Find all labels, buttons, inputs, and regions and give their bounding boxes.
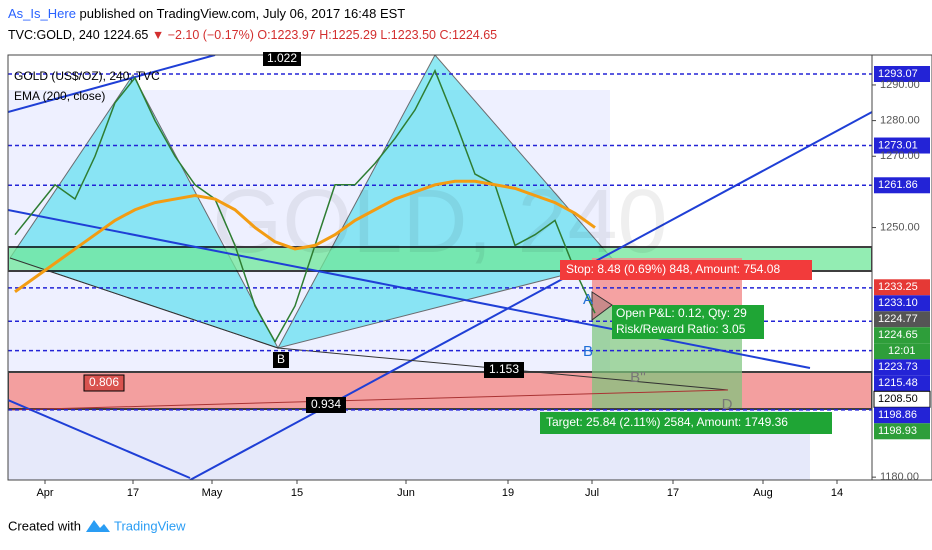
- ratio: 1.153: [489, 362, 519, 376]
- y-tick-label: 1270.00: [880, 150, 920, 162]
- zone-red: [8, 371, 872, 410]
- pnl-label: Open P&L: 0.12, Qty: 29: [616, 306, 747, 320]
- price-tag-label: 1224.65: [878, 329, 918, 341]
- price-tag-label: 1233.25: [878, 281, 918, 293]
- point-label: B'': [630, 369, 646, 386]
- point-label: D: [722, 396, 733, 413]
- price-tag: [874, 311, 930, 328]
- price-tag-label: 1198.86: [878, 409, 917, 421]
- label-box: [263, 52, 301, 66]
- price-tag-label: 1233.10: [878, 297, 918, 309]
- y-tick-label: 1180.00: [880, 471, 919, 483]
- logo: [86, 520, 110, 532]
- annotations: 1.022 0.806 0.934 1.153 B A B B'' D Stop…: [83, 51, 832, 434]
- price-tag-label: 1273.01: [878, 139, 918, 151]
- author[interactable]: As_Is_Here: [8, 6, 76, 21]
- x-tick-label: Apr: [36, 487, 53, 499]
- price-tag-label: 1224.77: [878, 313, 918, 325]
- countdown-box: [874, 343, 930, 360]
- label-box: [273, 352, 289, 368]
- price-tag-label: 1293.07: [878, 68, 918, 80]
- price-tag: [874, 137, 930, 154]
- x-tick-label: Jul: [585, 487, 599, 499]
- ratio: 0.806: [89, 375, 119, 389]
- label-box: [484, 362, 524, 378]
- series-line: [14, 179, 596, 293]
- ratio: 0.934: [311, 397, 341, 411]
- point-label: B: [583, 343, 593, 360]
- trend-line: [189, 111, 872, 480]
- pattern-line: [8, 389, 729, 411]
- change: ▼ −2.10 (−0.17%): [151, 28, 254, 42]
- trend-line: [8, 399, 191, 479]
- point-label: A: [583, 291, 593, 308]
- point-label: B: [277, 352, 285, 366]
- price-tag: [874, 359, 930, 376]
- last: 1224.65: [103, 28, 149, 42]
- x-tick-label: 15: [291, 487, 303, 499]
- price-tag-label: 1198.93: [878, 425, 917, 437]
- price-tag-label: 1215.48: [878, 377, 918, 389]
- stop-label-box: [560, 260, 812, 280]
- pnl-label-box: [612, 305, 764, 339]
- published: published on TradingView.com, July 06, 2…: [79, 6, 406, 21]
- footer-created: Created with: [8, 518, 81, 533]
- x-tick-label: 19: [502, 487, 514, 499]
- price-tag: [874, 177, 930, 194]
- label-box: [306, 397, 346, 413]
- price-tag: [874, 423, 930, 440]
- frame: [7, 54, 932, 481]
- y-tick-label: 1250.00: [880, 221, 920, 233]
- ohlc: O:1223.97 H:1225.29 L:1223.50 C:1224.65: [257, 28, 498, 42]
- pattern-line: [9, 257, 279, 349]
- price-tag-label: 1261.86: [878, 179, 918, 191]
- watermark: GOLD, 240: [212, 172, 667, 272]
- target-label-box: [540, 412, 832, 434]
- y-tick-label: 1290.00: [880, 79, 920, 91]
- pattern-bcd: [277, 55, 616, 349]
- y-tick-label: 1280.00: [880, 115, 920, 127]
- symbol: TVC:GOLD, 240: [8, 28, 100, 42]
- x-tick-label: Aug: [753, 487, 773, 499]
- trend-line: [8, 209, 811, 369]
- rr-label: Risk/Reward Ratio: 3.05: [616, 322, 746, 336]
- price-tag: [874, 66, 930, 83]
- footer-brand[interactable]: TradingView: [114, 518, 186, 533]
- x-tick-label: 17: [667, 487, 679, 499]
- price-tag: [874, 327, 930, 344]
- price-tag: [874, 375, 930, 392]
- header-line: As_Is_Here published on TradingView.com,…: [8, 6, 405, 21]
- price-tag-label: 1208.50: [878, 393, 918, 405]
- legend-entry: GOLD (US$/OZ), 240, TVC: [14, 69, 160, 83]
- stop-label: Stop: 8.48 (0.69%) 848, Amount: 754.08: [566, 262, 780, 276]
- series-line: [14, 68, 596, 344]
- x-tick-label: 17: [127, 487, 139, 499]
- target-label: Target: 25.84 (2.11%) 2584, Amount: 1749…: [546, 415, 788, 429]
- countdown: 12:01: [888, 345, 916, 357]
- legend: GOLD (US$/OZ), 240, TVC EMA (200, close): [14, 69, 160, 103]
- price-tag: [874, 295, 930, 312]
- trend-line: [8, 55, 216, 113]
- x-tick-label: 14: [831, 487, 843, 499]
- legend-entry: EMA (200, close): [14, 89, 105, 103]
- price-tag: [874, 407, 930, 424]
- price-tag: [874, 279, 930, 296]
- label-box: [83, 374, 125, 392]
- x-tick-label: May: [202, 487, 223, 499]
- x-tick-label: Jun: [397, 487, 415, 499]
- ratio: 1.022: [267, 51, 297, 65]
- price-tag-label: 1223.73: [878, 361, 918, 373]
- symbol-line: TVC:GOLD, 240 1224.65 ▼ −2.10 (−0.17%) O…: [8, 28, 497, 42]
